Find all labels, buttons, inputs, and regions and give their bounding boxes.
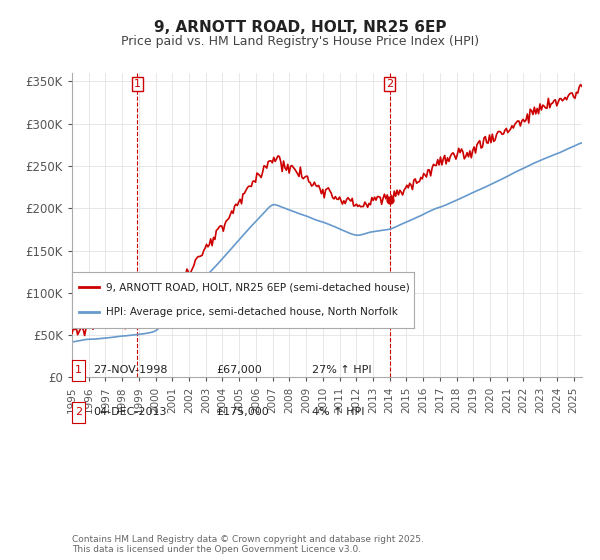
Text: 2: 2: [386, 79, 393, 89]
Text: 9, ARNOTT ROAD, HOLT, NR25 6EP: 9, ARNOTT ROAD, HOLT, NR25 6EP: [154, 20, 446, 35]
Text: 1: 1: [134, 79, 141, 89]
Text: 4% ↑ HPI: 4% ↑ HPI: [312, 407, 365, 417]
Text: £175,000: £175,000: [216, 407, 269, 417]
Text: HPI: Average price, semi-detached house, North Norfolk: HPI: Average price, semi-detached house,…: [106, 307, 398, 317]
Text: Price paid vs. HM Land Registry's House Price Index (HPI): Price paid vs. HM Land Registry's House …: [121, 35, 479, 48]
Text: 1: 1: [75, 365, 82, 375]
Text: 9, ARNOTT ROAD, HOLT, NR25 6EP (semi-detached house): 9, ARNOTT ROAD, HOLT, NR25 6EP (semi-det…: [106, 282, 410, 292]
Text: 2: 2: [75, 407, 82, 417]
Text: 27% ↑ HPI: 27% ↑ HPI: [312, 365, 371, 375]
Text: 27-NOV-1998: 27-NOV-1998: [93, 365, 167, 375]
Text: £67,000: £67,000: [216, 365, 262, 375]
Text: 04-DEC-2013: 04-DEC-2013: [93, 407, 167, 417]
Text: Contains HM Land Registry data © Crown copyright and database right 2025.
This d: Contains HM Land Registry data © Crown c…: [72, 535, 424, 554]
